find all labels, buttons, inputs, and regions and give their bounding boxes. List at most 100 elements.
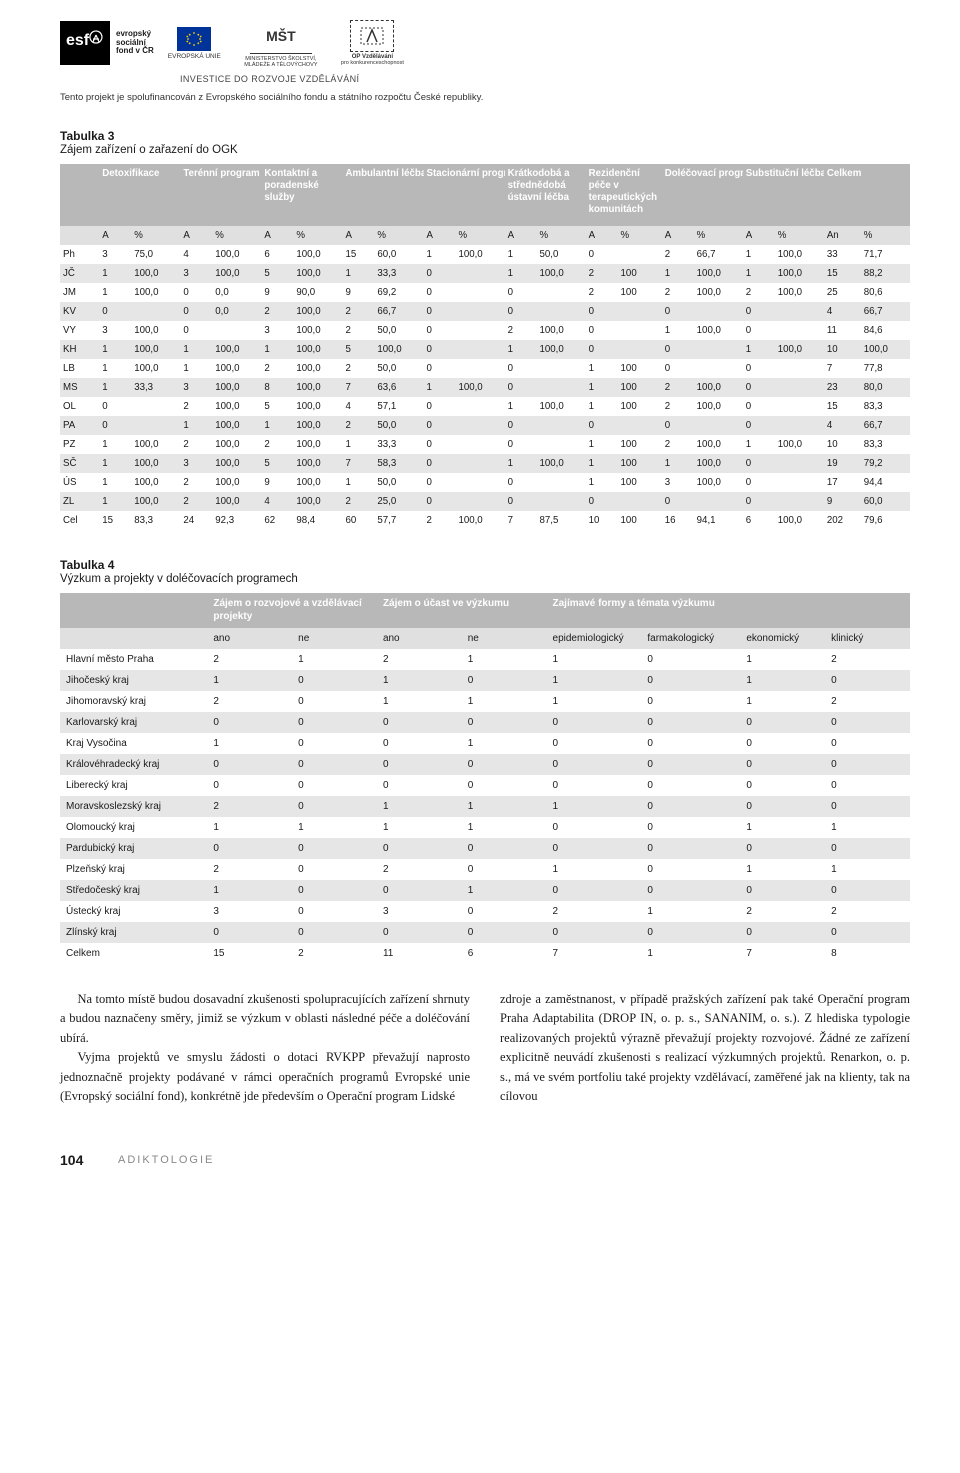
t3-cell: 100,0	[455, 378, 504, 397]
t3-cell: 1	[261, 416, 293, 435]
t3-cell: 94,1	[694, 511, 743, 530]
t3-cell: 100	[618, 435, 662, 454]
t3-cell: 0	[743, 416, 775, 435]
t4-rowkey: Kraj Vysočina	[60, 733, 207, 754]
table-row: Zlínský kraj00000000	[60, 922, 910, 943]
table-row: LB1100,01100,02100,0250,000110000777,8	[60, 359, 910, 378]
table-row: Karlovarský kraj00000000	[60, 712, 910, 733]
t3-cell: 0	[424, 435, 456, 454]
t3-cell: 0	[505, 473, 537, 492]
t4-cell: 1	[740, 691, 825, 712]
t4-cell: 0	[740, 712, 825, 733]
t4-cell: 0	[641, 796, 740, 817]
t4-cell: 0	[547, 817, 642, 838]
t4-cell: 1	[377, 670, 462, 691]
t3-rowkey: MS	[60, 378, 99, 397]
t3-cell	[455, 435, 504, 454]
t3-cell	[618, 340, 662, 359]
t4-cell: 0	[377, 775, 462, 796]
t3-cell: 100,0	[212, 359, 261, 378]
t3-cell: 7	[342, 454, 374, 473]
t3-cell: 7	[342, 378, 374, 397]
t3-cell: 0	[743, 302, 775, 321]
t3-cell: 15	[342, 245, 374, 264]
t3-cell	[775, 321, 824, 340]
t3-cell: 100	[618, 264, 662, 283]
t3-grp: Rezidenční péče v terapeutických komunit…	[586, 164, 662, 226]
t3-sub: Zájem zařízení o zařazení do OGK	[60, 144, 910, 156]
t3-cell: 77,8	[861, 359, 910, 378]
t4-cell: 0	[547, 880, 642, 901]
t3-rowkey: ÚS	[60, 473, 99, 492]
t3-cell: 0	[424, 264, 456, 283]
t4-cell: 1	[377, 817, 462, 838]
t3-rowkey: OL	[60, 397, 99, 416]
t3-cell: 2	[586, 264, 618, 283]
eu-flag-icon	[177, 27, 211, 51]
t3-cell: 3	[99, 245, 131, 264]
t3-cell: 66,7	[694, 245, 743, 264]
t3-cell: 57,1	[374, 397, 423, 416]
t4-sub: Výzkum a projekty v doléčovacích program…	[60, 573, 910, 585]
t3-cell: 1	[505, 340, 537, 359]
t3-cell	[537, 492, 586, 511]
t3-cell: 100,0	[293, 245, 342, 264]
t3-cell: 100,0	[537, 454, 586, 473]
t3-cell: 9	[261, 473, 293, 492]
t3-cell: 1	[99, 340, 131, 359]
t4-rowkey: Karlovarský kraj	[60, 712, 207, 733]
t3-rowkey: Cel	[60, 511, 99, 530]
t3-cell: 100,0	[131, 321, 180, 340]
t3-sub-a: A	[586, 226, 618, 245]
table-row: MS133,33100,08100,0763,61100,0011002100,…	[60, 378, 910, 397]
t4-cell: 0	[547, 922, 642, 943]
t4-cell: 2	[377, 649, 462, 670]
t4-cell: 2	[207, 859, 292, 880]
t3-cell: 0	[743, 492, 775, 511]
t3-cell: 3	[99, 321, 131, 340]
t3-cell: 100,0	[212, 397, 261, 416]
t3-cell: 2	[662, 245, 694, 264]
t4-cell: 0	[292, 838, 377, 859]
t4-cell: 0	[462, 922, 547, 943]
t3-cell: 10	[824, 435, 861, 454]
t4-cell: 0	[377, 733, 462, 754]
t3-cell: 9	[261, 283, 293, 302]
t3-cell	[455, 340, 504, 359]
t3-cell: 0	[505, 378, 537, 397]
t3-cell: 100,0	[212, 454, 261, 473]
t3-cell: 80,6	[861, 283, 910, 302]
t3-cell: 71,7	[861, 245, 910, 264]
t4-cell: 0	[641, 691, 740, 712]
t4-cell: 15	[207, 943, 292, 964]
t3-cell: 1	[99, 359, 131, 378]
t4-cell: 0	[292, 796, 377, 817]
t4-cell: 0	[641, 712, 740, 733]
t4-cell: 0	[641, 775, 740, 796]
t3-cell	[455, 264, 504, 283]
t3-sub-a: An	[824, 226, 861, 245]
t4-cell: 0	[825, 754, 910, 775]
t4-sub: ano	[377, 628, 462, 649]
t3-rowkey: PA	[60, 416, 99, 435]
t3-cell: 100,0	[293, 302, 342, 321]
t4-cell: 2	[825, 691, 910, 712]
t3-cell: 62	[261, 511, 293, 530]
t3-cell: 100	[618, 397, 662, 416]
t3-cell: 0	[743, 473, 775, 492]
t3-cell: 4	[824, 302, 861, 321]
msmt-logo: MŠT MINISTERSTVO ŠKOLSTVÍ, MLÁDEŽE A TĚL…	[235, 18, 327, 68]
t4-cell: 0	[641, 880, 740, 901]
t3-cell	[455, 359, 504, 378]
t3-cell: 100,0	[455, 245, 504, 264]
t3-cell: 100,0	[775, 511, 824, 530]
t4-cell: 0	[462, 901, 547, 922]
t4-cell: 11	[377, 943, 462, 964]
t3-cell: 83,3	[861, 435, 910, 454]
t3-grp: Celkem	[824, 164, 910, 226]
t4-grp: Zájem o rozvojové a vzdělávací projekty	[207, 593, 377, 628]
t3-cell: 100	[618, 454, 662, 473]
t3-cell: 0,0	[212, 283, 261, 302]
logo-strip: esf evropský sociální fond v ČR EVROPSKÁ…	[60, 18, 910, 68]
t3-cell	[537, 302, 586, 321]
